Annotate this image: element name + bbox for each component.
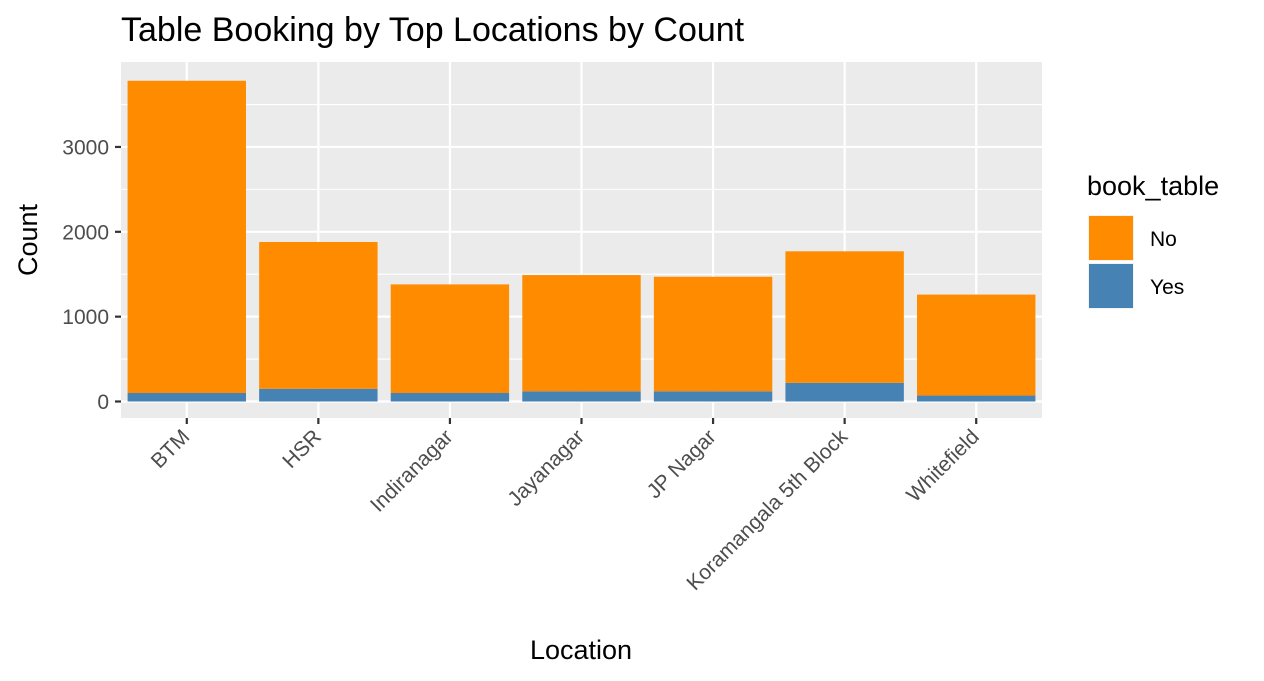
legend-swatch-no — [1089, 216, 1133, 260]
chart-title: Table Booking by Top Locations by Count — [121, 11, 745, 49]
legend-items: No Yes — [1088, 215, 1184, 309]
y-tick-label: 0 — [97, 391, 109, 414]
x-axis-title: Location — [530, 635, 632, 665]
bar-no-whitefield — [917, 294, 1036, 396]
bar-yes-jp-nagar — [653, 391, 773, 402]
x-tick-label: Jayanagar — [503, 425, 589, 511]
legend-label-yes: Yes — [1150, 276, 1184, 299]
y-axis: 0 1000 2000 3000 — [62, 136, 121, 414]
bar-no-jayanagar — [522, 275, 641, 392]
bar-no-koramangala-5th-block — [785, 251, 904, 383]
bar-yes-indiranagar — [390, 393, 510, 402]
legend-label-no: No — [1150, 228, 1177, 251]
bar-no-indiranagar — [390, 284, 510, 394]
bar-yes-koramangala-5th-block — [785, 382, 904, 402]
y-tick-label: 1000 — [62, 306, 109, 329]
x-axis: BTM HSR Indiranagar Jayanagar JP NagarKorama… — [147, 418, 984, 595]
x-tick-label: JP Nagar — [643, 425, 721, 503]
y-tick-label: 3000 — [62, 136, 109, 159]
y-axis-title: Count — [13, 203, 43, 276]
legend-title: book_table — [1087, 171, 1219, 201]
bar-yes-hsr — [259, 388, 378, 402]
bar-yes-whitefield — [917, 395, 1036, 402]
x-tick-label: BTM — [147, 425, 195, 473]
bar-no-hsr — [259, 241, 378, 389]
bar-no-jp-nagar — [653, 276, 773, 392]
x-tick-label: HSR — [278, 425, 326, 473]
y-tick-label: 2000 — [62, 221, 109, 244]
bars — [127, 80, 1036, 402]
x-tick-label: Whitefield — [902, 425, 983, 506]
legend-swatch-yes — [1089, 264, 1133, 308]
bar-no-btm — [127, 80, 246, 394]
x-tick-label: Indiranagar — [366, 425, 457, 516]
bar-yes-jayanagar — [522, 391, 641, 402]
bar-yes-btm — [127, 393, 246, 402]
legend: book_table No Yes — [1087, 171, 1219, 309]
